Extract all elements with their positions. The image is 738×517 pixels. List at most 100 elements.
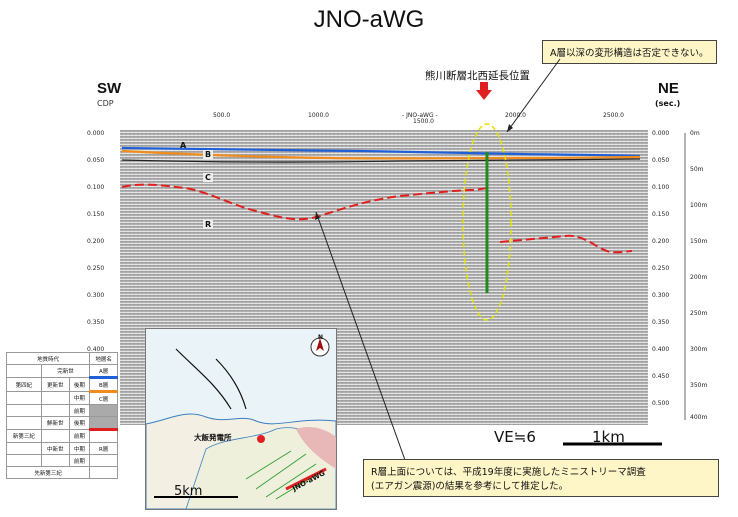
legend-cell: B層 xyxy=(89,377,118,393)
cdp-tick: 500.0 xyxy=(213,112,231,119)
sw-label: SW xyxy=(97,80,122,97)
time-tick: 0.200 xyxy=(652,238,670,245)
time-tick: 0.150 xyxy=(652,211,670,218)
depth-tick: 200m xyxy=(690,274,708,281)
legend-cell xyxy=(89,416,118,431)
legend-cell xyxy=(40,391,70,405)
legend-cell: 新第三紀 xyxy=(6,429,42,443)
cdp-tick: 2500.0 xyxy=(603,112,624,119)
fault-down-arrow-icon xyxy=(476,82,492,104)
legend-cell xyxy=(40,454,70,467)
cdp-tick: 2000.0 xyxy=(505,112,526,119)
time-tick: 0.250 xyxy=(87,265,105,272)
legend-cell: A層 xyxy=(89,364,118,379)
legend-cell: 中新世 xyxy=(40,442,70,455)
location-map: N 大飯発電所 5km JNO-aWG xyxy=(145,328,337,510)
cdp-tick: 1500.0 xyxy=(413,118,434,125)
legend-cell xyxy=(40,429,70,443)
depth-tick: 400m xyxy=(690,414,708,421)
depth-tick: 50m xyxy=(690,166,704,173)
depth-tick: 100m xyxy=(690,202,708,209)
legend-cell: R層 xyxy=(89,442,118,455)
depth-tick: 150m xyxy=(690,238,708,245)
fault-position-label: 熊川断層北西延長位置 xyxy=(425,70,530,82)
legend-cell: 先新第三紀 xyxy=(5,466,91,479)
legend-cell: 中期 xyxy=(68,391,91,405)
layer-b-label: B xyxy=(203,150,214,159)
depth-tick: 0m xyxy=(690,130,700,137)
vertical-exaggeration-label: VE≒6 xyxy=(494,428,536,446)
time-tick: 0.350 xyxy=(87,319,105,326)
survey-line xyxy=(285,467,327,491)
legend-cell: 第四紀 xyxy=(6,377,42,392)
legend-cell: 完新世 xyxy=(40,364,91,378)
layer-r-line xyxy=(121,183,489,221)
time-tick: 0.500 xyxy=(652,400,670,407)
map-scale-label: 5km xyxy=(174,484,203,499)
legend-cell xyxy=(89,429,118,443)
legend-cell xyxy=(6,404,42,417)
cdp-label: CDP xyxy=(97,99,114,108)
sec-label: (sec.) xyxy=(655,99,681,108)
layer-r-line-east xyxy=(499,234,633,254)
legend-cell: 前期 xyxy=(68,429,91,443)
top-callout: A層以深の変形構造は否定できない。 xyxy=(542,40,717,64)
legend-cell: 後期 xyxy=(68,377,91,392)
legend-cell xyxy=(89,466,118,479)
time-tick: 0.100 xyxy=(87,184,105,191)
legend-cell xyxy=(40,404,70,417)
scale-1km-label: 1km xyxy=(592,428,625,446)
legend-cell xyxy=(6,391,42,405)
layer-a-label: A xyxy=(180,141,187,150)
legend-cell: 鮮新世 xyxy=(40,416,70,430)
legend-cell xyxy=(6,442,42,455)
legend-cell: C層 xyxy=(89,391,118,405)
time-tick: 0.300 xyxy=(652,292,670,299)
legend-cell: 中期 xyxy=(68,442,91,455)
time-tick: 0.150 xyxy=(87,211,105,218)
time-tick: 0.100 xyxy=(652,184,670,191)
legend-cell xyxy=(6,416,42,430)
time-tick: 0.000 xyxy=(652,130,670,137)
depth-tick: 250m xyxy=(690,310,708,317)
time-tick: 0.050 xyxy=(87,157,105,164)
layer-r-label: R xyxy=(203,220,214,229)
time-axis-right: 0.000 0.050 0.100 0.150 0.200 0.250 0.30… xyxy=(652,130,684,410)
time-tick: 0.400 xyxy=(87,346,105,353)
highlight-ellipse xyxy=(462,123,512,321)
time-tick: 0.050 xyxy=(652,157,670,164)
time-tick: 0.350 xyxy=(652,319,670,326)
legend-cell xyxy=(6,364,42,378)
legend-cell xyxy=(6,454,42,467)
cdp-axis: 500.0 1000.0 - JNO-aWG - 1500.0 2000.0 2… xyxy=(120,112,648,125)
cdp-tick: 1000.0 xyxy=(308,112,329,119)
time-tick: 0.450 xyxy=(652,373,670,380)
time-tick: 0.400 xyxy=(652,346,670,353)
legend-cell: 前期 xyxy=(68,454,91,467)
depth-tick: 350m xyxy=(690,382,708,389)
plant-label: 大飯発電所 xyxy=(194,433,232,442)
legend-cell xyxy=(89,454,118,467)
time-tick: 0.250 xyxy=(652,265,670,272)
time-tick: 0.300 xyxy=(87,292,105,299)
page-title: JNO-aWG xyxy=(313,6,425,33)
legend-header: 地層名 xyxy=(89,352,118,365)
layer-c-label: C xyxy=(203,173,213,182)
depth-tick: 300m xyxy=(690,346,708,353)
power-plant-marker xyxy=(257,435,265,443)
cdp-center-label: - JNO-aWG - xyxy=(402,112,438,119)
time-tick: 0.000 xyxy=(87,130,105,137)
time-tick: 0.200 xyxy=(87,238,105,245)
legend-cell: 更新世 xyxy=(40,377,70,392)
time-axis-left: 0.000 0.050 0.100 0.150 0.200 0.250 0.30… xyxy=(87,130,119,430)
legend-cell xyxy=(89,404,118,417)
legend-header: 地質時代 xyxy=(5,352,91,365)
legend-cell: 後期 xyxy=(68,416,91,430)
layer-a-line xyxy=(121,146,641,158)
north-arrow-icon: N xyxy=(318,334,324,341)
bottom-callout-line2: (エアガン震源)の結果を参考にして推定した。 xyxy=(371,481,569,492)
bottom-callout-line1: R層上面については、平成19年度に実施したミニストリーマ調査 xyxy=(371,467,646,478)
bottom-callout: R層上面については、平成19年度に実施したミニストリーマ調査 (エアガン震源)の… xyxy=(363,459,719,497)
ne-label: NE xyxy=(658,80,679,97)
